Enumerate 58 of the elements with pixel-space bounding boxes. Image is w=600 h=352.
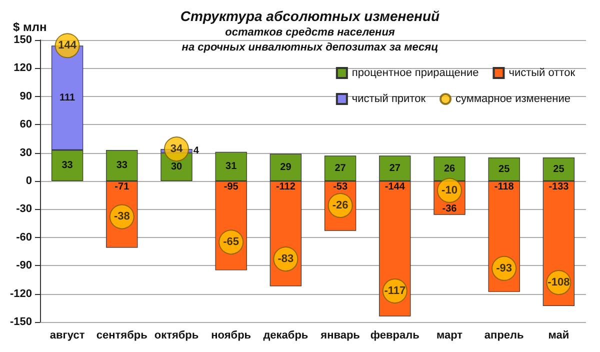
- y-tick-label: 30: [20, 146, 32, 159]
- data-label: -10: [442, 184, 458, 196]
- data-label: -95: [224, 182, 239, 192]
- data-label: -117: [384, 284, 406, 297]
- y-tick-label: 0: [26, 175, 32, 187]
- data-label: 30: [170, 161, 182, 172]
- legend-label: суммарное изменение: [456, 93, 571, 105]
- data-label: -108: [548, 276, 570, 289]
- data-label: 27: [389, 162, 401, 174]
- y-tick-label: -90: [16, 260, 32, 272]
- x-tick-label: декабрь: [263, 330, 308, 342]
- data-label: -93: [496, 262, 512, 274]
- legend-label: чистый отток: [508, 67, 576, 79]
- data-label: -53: [333, 182, 348, 192]
- data-label: -38: [114, 210, 130, 223]
- data-label: -71: [114, 182, 130, 192]
- data-label: -36: [442, 203, 458, 214]
- data-label: 4: [193, 145, 200, 156]
- data-label: 25: [498, 164, 510, 175]
- y-tick-label: 150: [14, 34, 32, 46]
- legend-label: процентное приращение: [352, 67, 479, 79]
- data-label: 25: [553, 164, 565, 175]
- data-label: -118: [494, 182, 514, 192]
- x-tick-label: январь: [320, 330, 360, 342]
- y-tick-label: -30: [16, 203, 32, 216]
- data-label: 34: [170, 143, 184, 156]
- y-tick-label: -120: [10, 288, 32, 300]
- data-label: -26: [332, 199, 348, 212]
- data-label: 33: [62, 160, 74, 171]
- x-tick-label: ноябрь: [211, 330, 252, 342]
- data-label: 26: [444, 163, 456, 174]
- data-label: -144: [384, 182, 406, 192]
- data-label: -112: [276, 182, 296, 192]
- data-label: 33: [116, 160, 128, 171]
- y-axis-title: $ млн: [13, 20, 47, 34]
- y-tick-label: 90: [20, 90, 32, 102]
- y-tick-label: 60: [20, 118, 32, 131]
- legend-label: чистый приток: [352, 93, 426, 105]
- data-label: 111: [60, 92, 76, 104]
- chart-subtitle: остатков средств населения на срочных инвалютных депозитах за месяц: [182, 26, 438, 54]
- x-tick-label: май: [548, 330, 570, 342]
- x-tick-label: март: [436, 330, 464, 342]
- data-label: 27: [334, 162, 346, 174]
- y-tick-label: -60: [16, 231, 32, 244]
- x-tick-label: август: [50, 330, 86, 342]
- x-tick-label: октябрь: [154, 330, 199, 342]
- data-label: -133: [548, 182, 570, 192]
- data-label: 29: [280, 162, 292, 173]
- x-tick-label: апрель: [484, 330, 524, 342]
- x-tick-label: февраль: [370, 330, 420, 342]
- y-tick-label: -150: [10, 316, 32, 328]
- x-tick-label: сентябрь: [96, 330, 148, 342]
- chart-title: Структура абсолютных изменений: [180, 8, 440, 24]
- data-label: 144: [58, 40, 78, 52]
- data-label: 31: [226, 160, 238, 172]
- data-label: -83: [278, 253, 294, 266]
- data-label: -65: [223, 236, 240, 248]
- y-tick-label: 120: [14, 62, 32, 74]
